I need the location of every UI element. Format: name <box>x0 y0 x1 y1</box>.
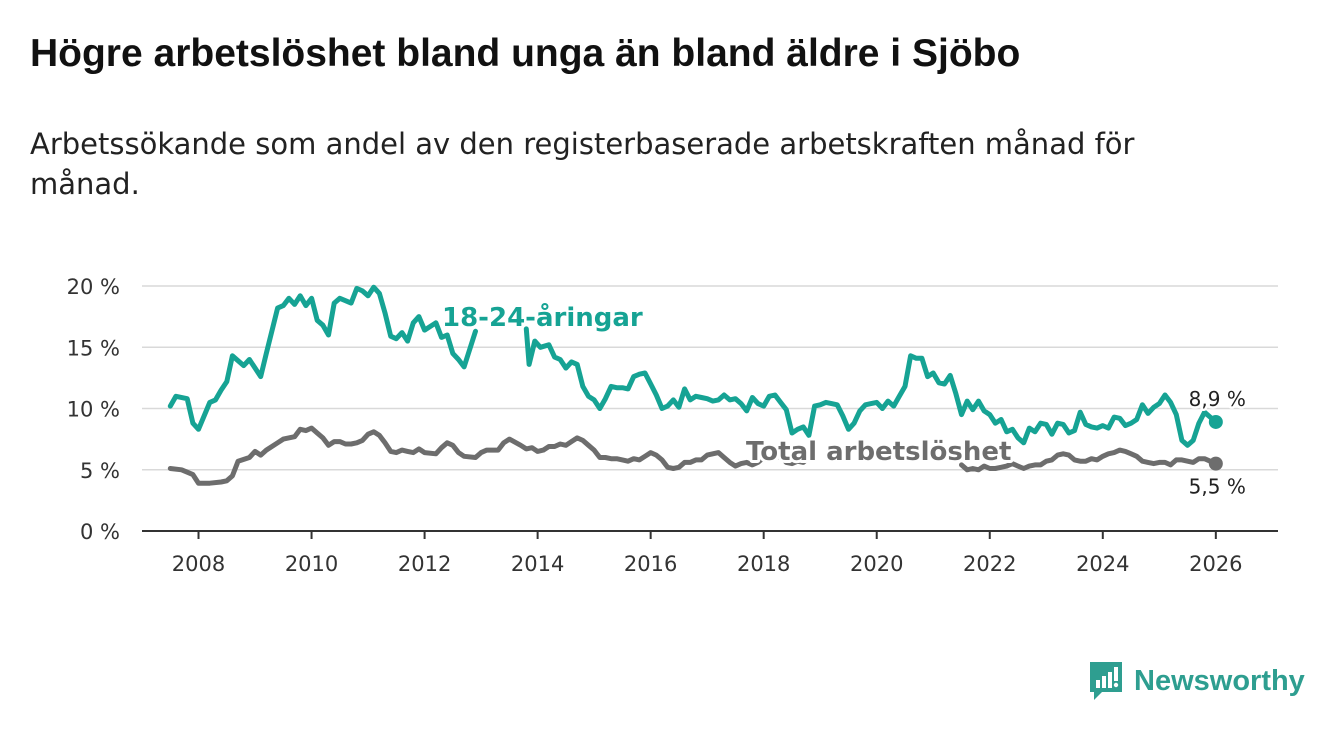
y-axis-ticks: 0 % 5 % 10 % 15 % 20 % <box>67 275 120 544</box>
end-point-youth <box>1208 414 1223 429</box>
x-tick-label: 2008 <box>172 552 225 576</box>
end-point-total <box>1208 456 1223 471</box>
y-tick-label: 5 % <box>80 459 120 483</box>
newsworthy-logo: Newsworthy <box>1088 660 1305 702</box>
y-tick-label: 20 % <box>67 275 120 299</box>
end-label-total: 5,5 % <box>1189 475 1246 499</box>
chart-subtitle: Arbetssökande som andel av den registerb… <box>30 127 1135 201</box>
x-tick-label: 2010 <box>285 552 338 576</box>
series-layer <box>167 284 1223 486</box>
chart-title: Högre arbetslöshet bland unga än bland ä… <box>30 32 1021 75</box>
brand-name: Newsworthy <box>1134 664 1305 697</box>
series-line-total-1 <box>167 425 812 486</box>
y-tick-label: 0 % <box>80 520 120 544</box>
gridlines <box>142 285 1278 532</box>
x-tick-label: 2026 <box>1189 552 1242 576</box>
newsworthy-logo-icon <box>1090 662 1122 700</box>
series-label-youth: 18-24-åringar <box>442 301 643 333</box>
y-tick-label: 10 % <box>67 398 120 422</box>
series-line-youth-1 <box>167 284 478 432</box>
x-tick-label: 2014 <box>511 552 564 576</box>
series-label-total: Total arbetslöshet <box>746 437 1011 467</box>
x-tick-label: 2012 <box>398 552 451 576</box>
x-axis-ticks: 2008 2010 2012 2014 2016 2018 2020 2022 2024 2026 <box>172 531 1243 576</box>
series-line-youth-2 <box>523 326 1219 448</box>
x-tick-label: 2024 <box>1076 552 1129 576</box>
x-tick-label: 2016 <box>624 552 677 576</box>
x-tick-label: 2020 <box>850 552 903 576</box>
labels-layer: 18-24-åringar Total arbetslöshet 8,9 % 5,5 … <box>439 298 1248 501</box>
y-tick-label: 15 % <box>67 336 120 360</box>
x-tick-label: 2018 <box>737 552 790 576</box>
end-label-youth: 8,9 % <box>1189 387 1246 411</box>
series-line-total-2 <box>959 447 1219 473</box>
x-tick-label: 2022 <box>963 552 1016 576</box>
